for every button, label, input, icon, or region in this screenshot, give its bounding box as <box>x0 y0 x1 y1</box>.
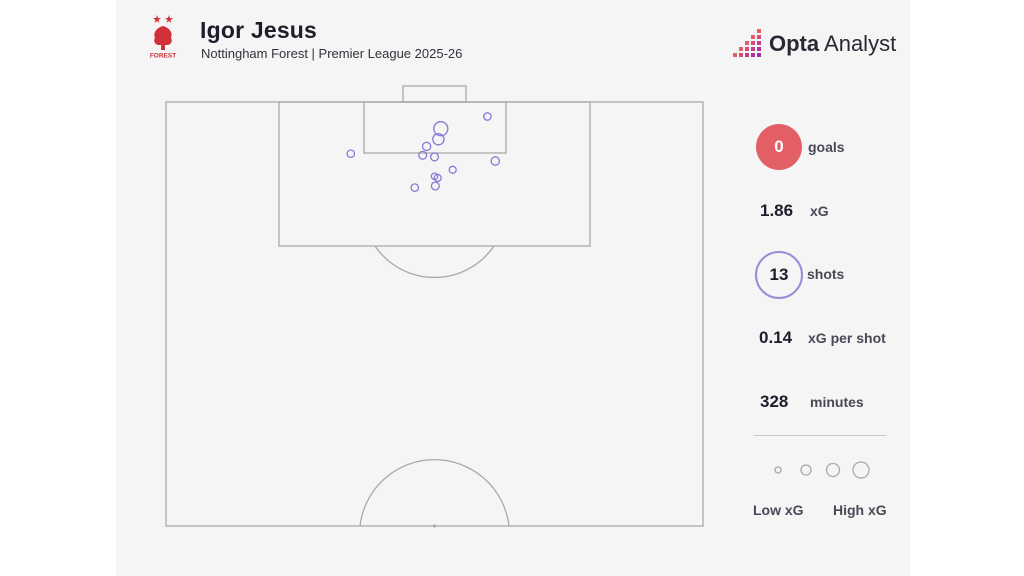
shot-marker-9 <box>448 165 457 174</box>
club-crest-icon: FOREST <box>150 15 176 60</box>
shot-marker-12 <box>430 181 440 191</box>
pitch-boundary <box>165 101 704 527</box>
legend-divider <box>754 435 886 436</box>
xg-value: 1.86 <box>760 201 794 220</box>
shot-marker-3 <box>432 132 445 146</box>
legend-high-label: High xG <box>833 502 887 518</box>
goal <box>402 85 467 103</box>
centre-spot <box>432 524 437 528</box>
shots-layer <box>346 112 501 192</box>
shot-marker-5 <box>346 149 356 159</box>
goals-label: goals <box>808 139 845 155</box>
xg-per-shot-value: 0.14 <box>759 328 793 347</box>
shot-marker-6 <box>418 150 428 160</box>
player-name: Igor Jesus <box>200 17 318 43</box>
opta-analyst-logo: Opta Analyst <box>732 28 896 60</box>
shot-marker-7 <box>429 152 440 162</box>
shot-marker-8 <box>490 156 501 166</box>
minutes-value: 328 <box>760 392 789 411</box>
brand-bold: Opta <box>769 31 820 56</box>
xg-per-shot-label: xG per shot <box>808 330 886 346</box>
shot-marker-11 <box>433 173 442 183</box>
minutes-label: minutes <box>810 394 864 410</box>
penalty-arc <box>374 245 495 279</box>
brand-name: Opta Analyst <box>769 31 896 57</box>
opta-logo-icon <box>733 29 761 57</box>
shot-marker-13 <box>410 183 420 192</box>
penalty-area <box>278 101 591 247</box>
legend-low-label: Low xG <box>753 502 804 518</box>
xg-label: xG <box>810 203 829 219</box>
shot-marker-1 <box>483 112 492 121</box>
team-league-subtitle: Nottingham Forest | Premier League 2025-… <box>201 46 463 61</box>
brand-regular: Analyst <box>824 31 897 56</box>
shot-marker-4 <box>421 141 432 152</box>
shots-label: shots <box>807 266 845 282</box>
shot-marker-2 <box>433 121 449 137</box>
shots-badge: 13 <box>755 251 803 299</box>
six-yard-box <box>363 101 507 154</box>
centre-circle <box>359 459 510 527</box>
goals-badge: 0 <box>756 124 802 170</box>
crest-label: FOREST <box>150 53 176 60</box>
